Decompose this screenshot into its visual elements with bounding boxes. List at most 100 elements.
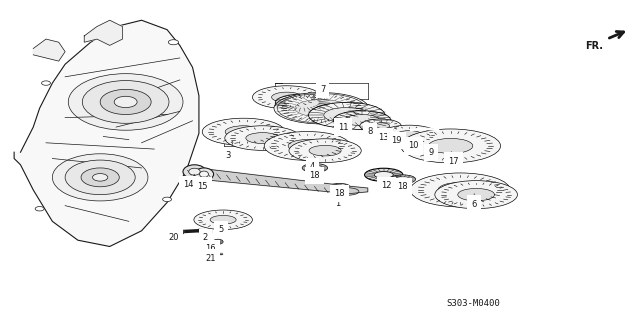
Ellipse shape bbox=[381, 126, 409, 135]
Text: 5: 5 bbox=[219, 225, 224, 234]
Text: 2: 2 bbox=[203, 234, 208, 243]
Ellipse shape bbox=[413, 133, 488, 158]
Ellipse shape bbox=[388, 128, 431, 142]
Ellipse shape bbox=[428, 139, 473, 153]
Polygon shape bbox=[179, 230, 183, 233]
Text: 8: 8 bbox=[363, 122, 372, 136]
Ellipse shape bbox=[336, 188, 359, 195]
Ellipse shape bbox=[307, 165, 323, 171]
Ellipse shape bbox=[332, 185, 346, 190]
Text: 17: 17 bbox=[449, 152, 459, 165]
Text: 18: 18 bbox=[310, 171, 320, 180]
Ellipse shape bbox=[202, 118, 285, 146]
Text: FR.: FR. bbox=[585, 41, 603, 51]
Circle shape bbox=[81, 168, 119, 187]
Circle shape bbox=[93, 174, 108, 181]
Ellipse shape bbox=[277, 94, 365, 123]
Text: 18: 18 bbox=[334, 189, 344, 198]
Text: 16: 16 bbox=[205, 244, 216, 253]
Ellipse shape bbox=[401, 129, 500, 163]
Ellipse shape bbox=[388, 128, 403, 133]
Ellipse shape bbox=[333, 111, 391, 130]
Text: 4: 4 bbox=[310, 155, 315, 171]
Ellipse shape bbox=[286, 98, 318, 108]
Ellipse shape bbox=[275, 94, 329, 111]
Ellipse shape bbox=[235, 129, 291, 147]
Ellipse shape bbox=[210, 216, 236, 224]
Text: 15: 15 bbox=[197, 177, 207, 191]
Ellipse shape bbox=[200, 171, 209, 177]
Text: 6: 6 bbox=[472, 194, 477, 209]
Ellipse shape bbox=[308, 102, 385, 128]
Circle shape bbox=[163, 197, 172, 202]
Circle shape bbox=[216, 241, 221, 243]
Text: 3: 3 bbox=[225, 142, 233, 160]
Ellipse shape bbox=[261, 89, 312, 106]
Ellipse shape bbox=[189, 168, 200, 175]
Ellipse shape bbox=[324, 107, 370, 123]
Circle shape bbox=[213, 239, 223, 244]
Ellipse shape bbox=[292, 99, 351, 118]
Circle shape bbox=[100, 89, 151, 114]
Ellipse shape bbox=[225, 126, 262, 138]
Text: S303-M0400: S303-M0400 bbox=[446, 299, 500, 307]
Circle shape bbox=[114, 96, 137, 107]
Text: 13: 13 bbox=[378, 132, 389, 142]
Text: 19: 19 bbox=[391, 135, 402, 145]
Ellipse shape bbox=[445, 184, 507, 205]
Ellipse shape bbox=[302, 164, 328, 172]
Text: 12: 12 bbox=[381, 179, 392, 190]
Ellipse shape bbox=[195, 168, 214, 180]
Ellipse shape bbox=[396, 131, 422, 139]
Ellipse shape bbox=[298, 142, 352, 159]
Ellipse shape bbox=[374, 171, 394, 178]
Ellipse shape bbox=[284, 97, 320, 108]
Text: 18: 18 bbox=[397, 182, 408, 191]
Polygon shape bbox=[14, 20, 199, 247]
Ellipse shape bbox=[390, 175, 415, 184]
Ellipse shape bbox=[345, 114, 380, 126]
Ellipse shape bbox=[408, 133, 440, 145]
Text: 11: 11 bbox=[338, 122, 348, 132]
Polygon shape bbox=[189, 167, 368, 194]
Ellipse shape bbox=[202, 212, 245, 227]
Ellipse shape bbox=[286, 97, 356, 120]
Ellipse shape bbox=[365, 121, 396, 131]
Text: 14: 14 bbox=[183, 174, 195, 189]
Ellipse shape bbox=[271, 92, 302, 102]
Polygon shape bbox=[33, 39, 65, 61]
Ellipse shape bbox=[275, 135, 339, 157]
Circle shape bbox=[52, 154, 148, 201]
Circle shape bbox=[42, 81, 51, 85]
Text: 20: 20 bbox=[168, 233, 179, 242]
Ellipse shape bbox=[380, 125, 438, 145]
Ellipse shape bbox=[438, 182, 483, 197]
Ellipse shape bbox=[289, 139, 361, 163]
Ellipse shape bbox=[321, 107, 372, 124]
Ellipse shape bbox=[395, 177, 410, 182]
Ellipse shape bbox=[396, 129, 453, 149]
Ellipse shape bbox=[328, 183, 351, 191]
Ellipse shape bbox=[371, 123, 390, 129]
Ellipse shape bbox=[295, 100, 348, 117]
Ellipse shape bbox=[194, 210, 252, 230]
Ellipse shape bbox=[183, 165, 206, 178]
Ellipse shape bbox=[309, 146, 341, 156]
Circle shape bbox=[68, 74, 183, 130]
Ellipse shape bbox=[360, 119, 401, 133]
Text: 21: 21 bbox=[206, 254, 216, 262]
Ellipse shape bbox=[225, 126, 301, 150]
Ellipse shape bbox=[435, 181, 517, 209]
Circle shape bbox=[168, 40, 179, 45]
Circle shape bbox=[83, 81, 169, 123]
Text: 9: 9 bbox=[427, 146, 433, 157]
Text: 7: 7 bbox=[320, 85, 325, 94]
Polygon shape bbox=[84, 20, 122, 45]
Polygon shape bbox=[199, 229, 212, 233]
Ellipse shape bbox=[410, 173, 510, 207]
Ellipse shape bbox=[423, 177, 497, 203]
Ellipse shape bbox=[252, 86, 321, 109]
Polygon shape bbox=[214, 253, 222, 254]
Circle shape bbox=[35, 207, 44, 211]
Ellipse shape bbox=[343, 114, 381, 126]
